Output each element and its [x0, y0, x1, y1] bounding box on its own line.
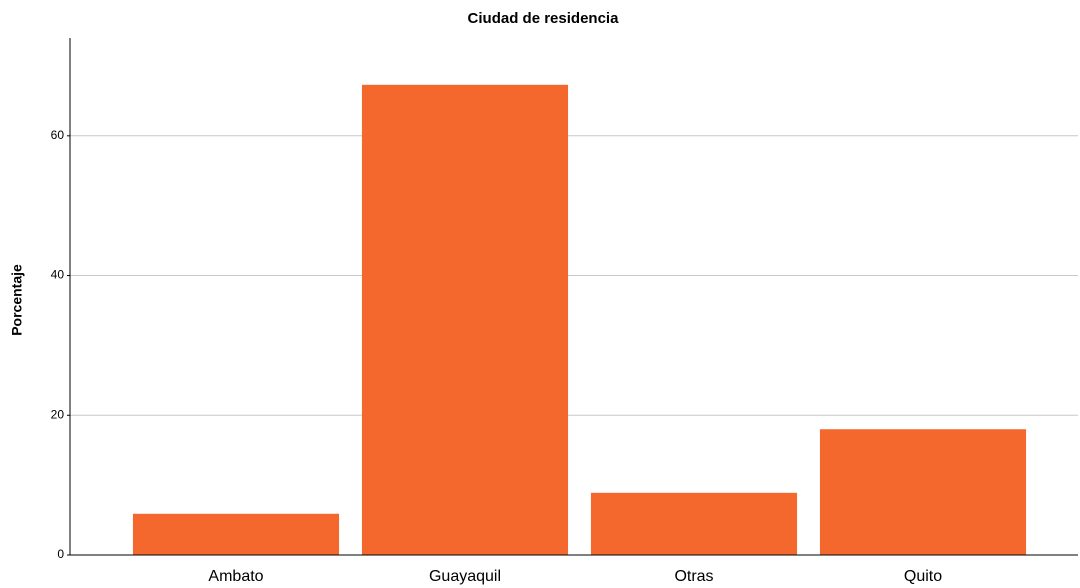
x-tick-label: Guayaquil [429, 568, 501, 585]
y-tick-label: 20 [51, 407, 65, 421]
x-tick-label: Ambato [208, 568, 263, 585]
bar [819, 429, 1027, 555]
y-tick-label: 0 [57, 547, 64, 561]
bar [132, 513, 340, 555]
y-tick-label: 40 [51, 268, 65, 282]
bar [361, 84, 569, 556]
y-axis-label: Porcentaje [9, 264, 25, 336]
chart-title: Ciudad de residencia [468, 10, 620, 27]
x-tick-label: Otras [674, 568, 713, 585]
bar [590, 492, 798, 555]
y-tick-label: 60 [51, 128, 65, 142]
x-tick-label: Quito [904, 568, 942, 585]
